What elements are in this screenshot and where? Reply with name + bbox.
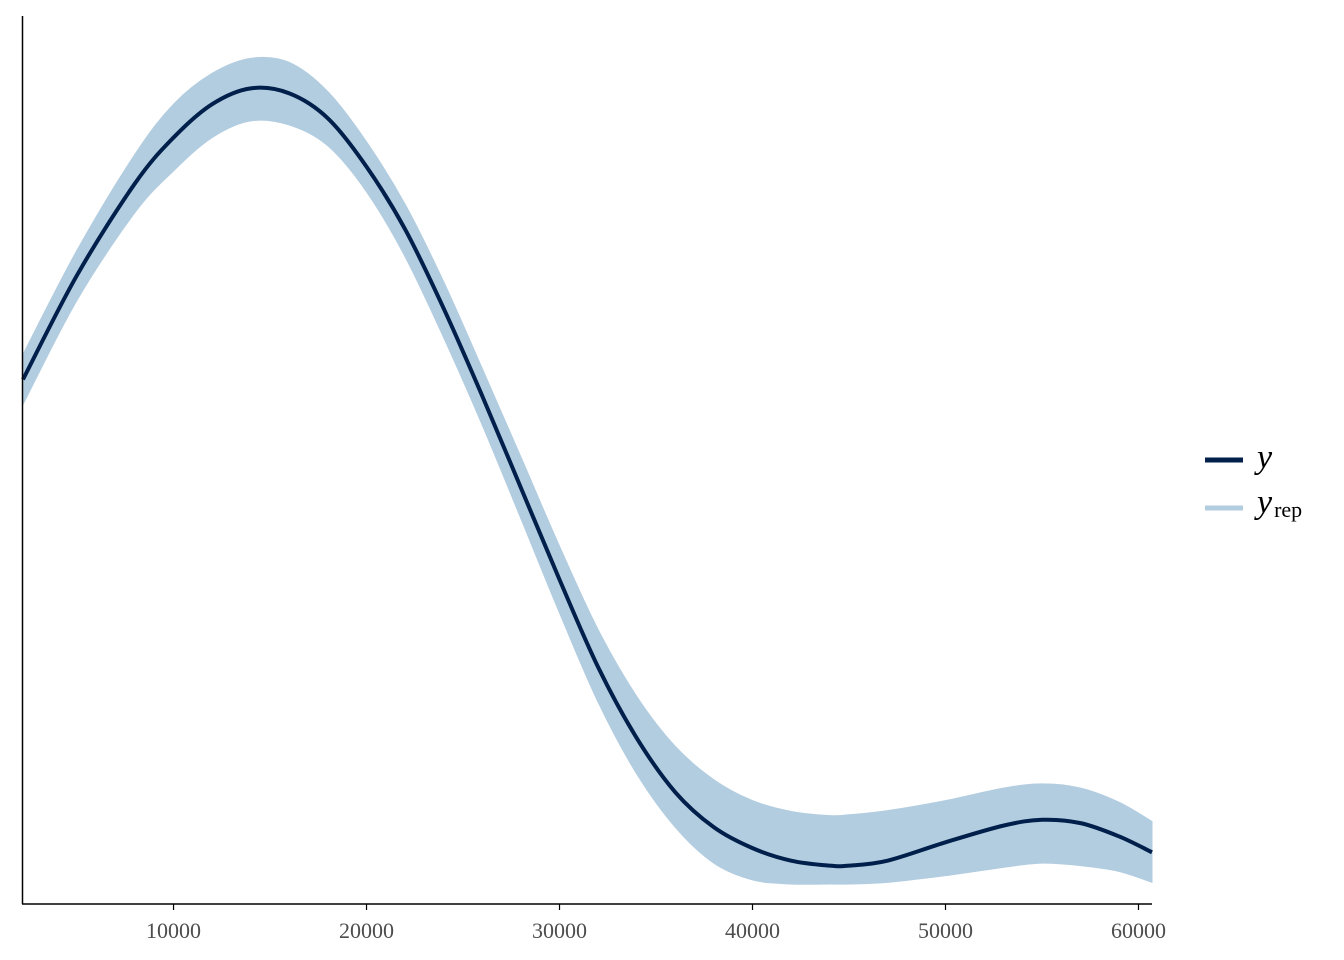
series-y-line — [21, 85, 1153, 869]
x-axis-ticks: 10000 20000 30000 40000 50000 60000 — [146, 904, 1166, 943]
legend-label-yrep: yrep — [1254, 484, 1302, 522]
legend-label-y: y — [1254, 439, 1273, 476]
plot-area — [21, 56, 1153, 885]
axes — [21, 16, 1152, 905]
x-tick-label: 20000 — [339, 918, 394, 943]
series-yrep-band — [22, 56, 1153, 885]
x-tick-label: 30000 — [532, 918, 587, 943]
x-tick-label: 60000 — [1111, 918, 1166, 943]
legend: y yrep — [1205, 439, 1302, 522]
x-tick-label: 40000 — [725, 918, 780, 943]
x-tick-label: 50000 — [918, 918, 973, 943]
x-tick-label: 10000 — [146, 918, 201, 943]
